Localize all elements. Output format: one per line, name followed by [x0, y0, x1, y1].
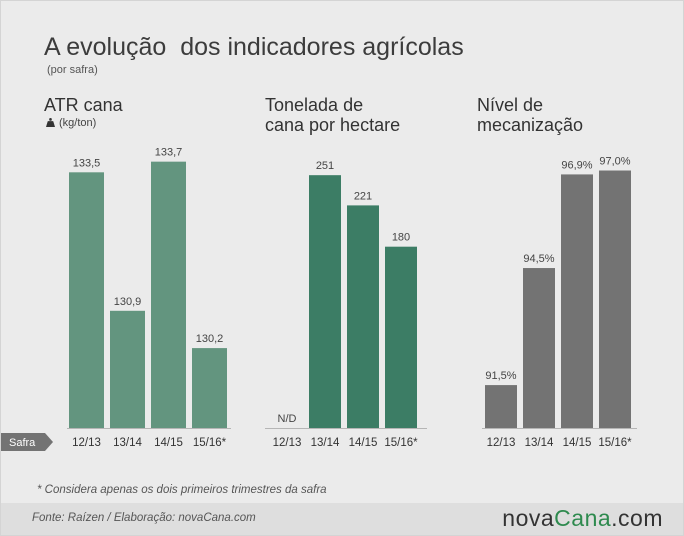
- chart-3-title-line-1: Nível de: [477, 95, 544, 115]
- bar: [599, 170, 631, 428]
- bar: [309, 175, 341, 428]
- data-label: 133,7: [155, 147, 183, 159]
- data-label: 180: [392, 232, 410, 244]
- bar: [347, 205, 379, 428]
- page-subtitle: (por safra): [47, 64, 98, 76]
- tick-label: 15/16*: [384, 437, 418, 449]
- data-label: N/D: [278, 413, 297, 425]
- chart-3-title: Nível de mecanização: [477, 95, 583, 135]
- bar: [151, 161, 186, 428]
- chart-2-title-line-2: cana por hectare: [265, 115, 401, 135]
- page-title: A evolução dos indicadores agrícolas: [44, 33, 464, 61]
- logo-suffix: .com: [611, 505, 663, 531]
- tick-label: 15/16*: [193, 437, 227, 449]
- chart-1-title-line: ATR cana: [44, 95, 123, 115]
- chart-1-unit-label: (kg/ton): [59, 117, 97, 129]
- data-label: 97,0%: [599, 156, 630, 168]
- chart-1-unit: (kg/ton): [46, 117, 96, 129]
- brand-logo: novaCana.com: [502, 505, 663, 532]
- data-label: 91,5%: [485, 370, 516, 382]
- tick-label: 12/13: [72, 437, 101, 449]
- bar: [69, 172, 104, 428]
- data-label: 96,9%: [561, 159, 592, 171]
- chart-1-title: ATR cana: [44, 95, 123, 115]
- tick-label: 13/14: [311, 437, 340, 449]
- safra-tag: [1, 433, 53, 451]
- tick-label: 14/15: [154, 437, 183, 449]
- logo-main: nova: [502, 505, 555, 531]
- tick-label: 12/13: [487, 437, 516, 449]
- bar: [110, 310, 145, 428]
- bar: [192, 348, 227, 428]
- source-credit: Fonte: Raízen / Elaboração: novaCana.com: [32, 512, 256, 524]
- weight-icon: [46, 118, 55, 127]
- tick-label: 15/16*: [598, 437, 632, 449]
- tick-label: 14/15: [563, 437, 592, 449]
- tick-label: 14/15: [349, 437, 378, 449]
- footer: Fonte: Raízen / Elaboração: novaCana.com…: [1, 503, 683, 535]
- bar: [523, 268, 555, 428]
- data-label: 221: [354, 190, 372, 202]
- chart-2-title: Tonelada de cana por hectare: [265, 95, 400, 135]
- tick-label: 12/13: [273, 437, 302, 449]
- chart-3-title-line-2: mecanização: [477, 115, 584, 135]
- safra-label: Safra: [9, 437, 36, 449]
- bar: [485, 385, 517, 428]
- bar: [561, 174, 593, 428]
- chart-2-title-line-1: Tonelada de: [265, 95, 364, 115]
- logo-accent: Cana: [554, 505, 612, 531]
- data-label: 133,5: [73, 157, 101, 169]
- data-label: 130,9: [114, 296, 142, 308]
- footnote: * Considera apenas os dois primeiros tri…: [37, 484, 327, 496]
- data-label: 251: [316, 160, 334, 172]
- bar: [385, 246, 417, 428]
- tick-label: 13/14: [113, 437, 142, 449]
- data-label: 130,2: [196, 333, 224, 345]
- tick-label: 13/14: [525, 437, 554, 449]
- data-label: 94,5%: [523, 253, 554, 265]
